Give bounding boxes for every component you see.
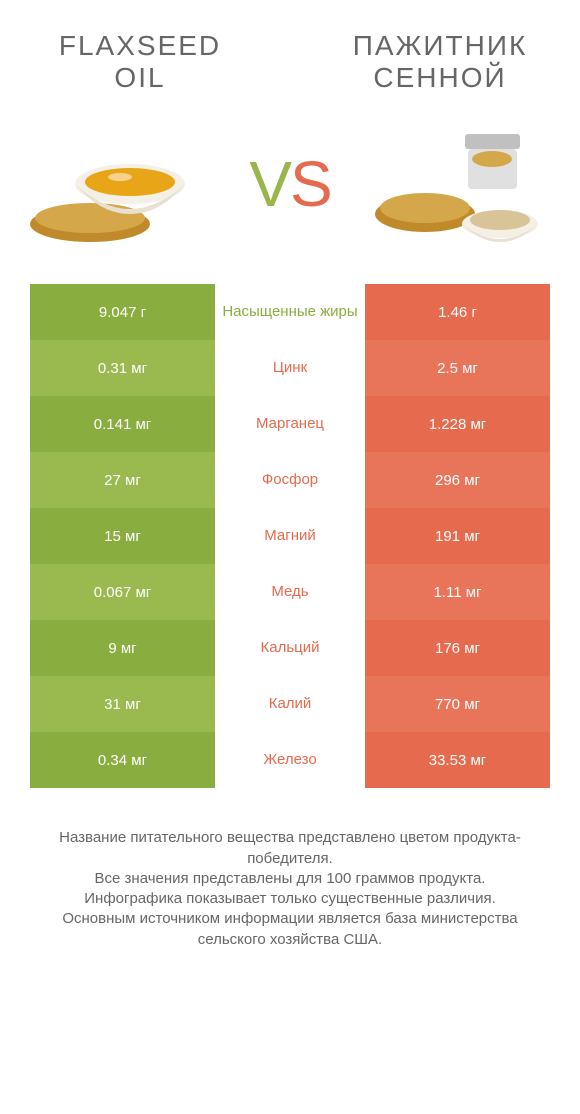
vs-badge: VS	[249, 147, 330, 221]
comparison-table: 9.047 гНасыщенные жиры1.46 г0.31 мгЦинк2…	[30, 284, 550, 788]
right-value: 1.228 мг	[365, 396, 550, 452]
left-value: 0.31 мг	[30, 340, 215, 396]
right-value: 191 мг	[365, 508, 550, 564]
nutrient-label: Магний	[215, 508, 365, 564]
table-row: 9.047 гНасыщенные жиры1.46 г	[30, 284, 550, 340]
nutrient-label: Цинк	[215, 340, 365, 396]
left-value: 0.141 мг	[30, 396, 215, 452]
nutrient-label: Марганец	[215, 396, 365, 452]
left-value: 0.067 мг	[30, 564, 215, 620]
header: Flaxseed oil Пажитник сенной	[0, 0, 580, 104]
table-row: 0.31 мгЦинк2.5 мг	[30, 340, 550, 396]
right-value: 176 мг	[365, 620, 550, 676]
right-product-title: Пажитник сенной	[340, 30, 540, 94]
table-row: 0.141 мгМарганец1.228 мг	[30, 396, 550, 452]
vs-letter-v: V	[249, 148, 290, 220]
nutrient-label: Медь	[215, 564, 365, 620]
right-value: 296 мг	[365, 452, 550, 508]
left-product-title: Flaxseed oil	[40, 30, 240, 94]
footer-line: Основным источником информации является …	[30, 909, 550, 950]
nutrient-label: Фосфор	[215, 452, 365, 508]
footer-text: Название питательного вещества представл…	[0, 788, 580, 950]
table-row: 0.067 мгМедь1.11 мг	[30, 564, 550, 620]
right-value: 33.53 мг	[365, 732, 550, 788]
nutrient-label: Железо	[215, 732, 365, 788]
nutrient-label: Калий	[215, 676, 365, 732]
footer-line: Название питательного вещества представл…	[30, 828, 550, 869]
nutrient-label: Насыщенные жиры	[215, 284, 365, 340]
footer-line: Инфографика показывает только существенн…	[30, 889, 550, 909]
images-row: VS	[0, 104, 580, 284]
table-row: 9 мгКальций176 мг	[30, 620, 550, 676]
left-value: 15 мг	[30, 508, 215, 564]
left-value: 9 мг	[30, 620, 215, 676]
right-value: 1.11 мг	[365, 564, 550, 620]
right-value: 2.5 мг	[365, 340, 550, 396]
left-value: 31 мг	[30, 676, 215, 732]
table-row: 0.34 мгЖелезо33.53 мг	[30, 732, 550, 788]
left-value: 27 мг	[30, 452, 215, 508]
left-value: 0.34 мг	[30, 732, 215, 788]
vs-letter-s: S	[290, 148, 331, 220]
table-row: 27 мгФосфор296 мг	[30, 452, 550, 508]
right-value: 1.46 г	[365, 284, 550, 340]
left-value: 9.047 г	[30, 284, 215, 340]
nutrient-label: Кальций	[215, 620, 365, 676]
flaxseed-oil-image	[30, 114, 210, 254]
fenugreek-image	[370, 114, 550, 254]
table-row: 31 мгКалий770 мг	[30, 676, 550, 732]
table-row: 15 мгМагний191 мг	[30, 508, 550, 564]
footer-line: Все значения представлены для 100 граммо…	[30, 869, 550, 889]
right-value: 770 мг	[365, 676, 550, 732]
